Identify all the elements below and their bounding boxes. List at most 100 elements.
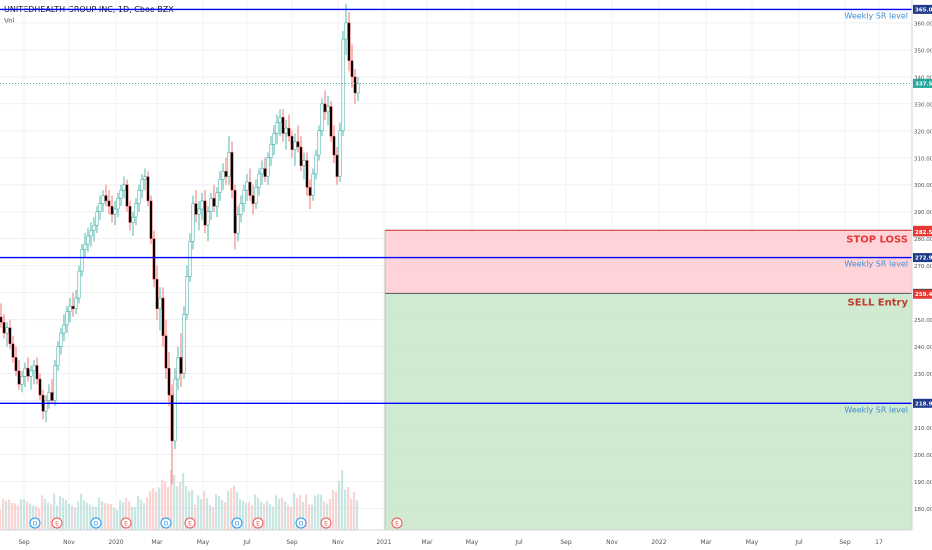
price-tick-label: 360.00 [914, 21, 932, 27]
event-marker-label: D [235, 520, 240, 527]
volume-bar [149, 491, 152, 530]
candle-body [329, 106, 333, 137]
sr-level-label: Weekly SR level [844, 11, 908, 20]
price-tick-label: 320.00 [914, 129, 932, 135]
time-axis[interactable]: Sep Nov 2020 Mar May Jul Sep Nov 2021 Mar May Jul Se… [0, 529, 932, 550]
volume-bar [269, 504, 272, 530]
volume-bar [44, 499, 47, 530]
volume-bar [65, 500, 68, 530]
volume-bar [233, 485, 236, 530]
candle-body [23, 367, 27, 377]
candle-body [257, 173, 261, 188]
candle-body [266, 157, 270, 177]
candle-body [251, 195, 255, 204]
volume-bar [0, 509, 2, 530]
time-tick-label: May [466, 539, 479, 546]
event-marker [231, 517, 243, 529]
candle-body [290, 135, 294, 150]
volume-bar [119, 500, 122, 530]
time-tick-label: Mar [151, 539, 163, 546]
price-badge [913, 253, 932, 263]
volume-bar [314, 495, 317, 530]
volume-bar [200, 499, 203, 530]
candle-body [314, 154, 318, 175]
volume-bar [20, 499, 23, 530]
candle-body [338, 130, 342, 177]
volume-bar [161, 479, 164, 530]
volume-bar [92, 506, 95, 530]
volume-bar [347, 486, 350, 530]
candle-body [26, 367, 30, 377]
volume-bar [125, 497, 128, 530]
candle-body [260, 168, 264, 175]
volume-bar [266, 500, 269, 530]
price-badge [913, 78, 932, 88]
volume-bar [50, 504, 53, 530]
candle-body [326, 106, 330, 113]
candle-body [161, 297, 165, 337]
candle-body [344, 22, 348, 40]
candle-body [104, 195, 108, 202]
candle-body [299, 146, 303, 167]
price-badge-label: 365.00 [915, 7, 932, 13]
price-tick-label: 250.00 [914, 318, 932, 324]
time-tick-label: Mar [700, 539, 712, 546]
volume-bar [353, 492, 356, 530]
volume-bar [128, 501, 131, 530]
volume-bar [140, 499, 143, 530]
price-tick-label: 210.00 [914, 426, 932, 432]
candle-body [110, 206, 114, 215]
volume-bar [206, 498, 209, 530]
candle-body [182, 313, 186, 374]
volume-bar [122, 502, 125, 530]
candle-body [332, 135, 336, 156]
candle-body [143, 176, 147, 180]
volume-bar [260, 501, 263, 530]
volume-bar [194, 504, 197, 530]
candle-body [59, 332, 63, 347]
candle-body [218, 179, 222, 194]
candle-body [347, 22, 351, 61]
volume-bar [101, 501, 104, 530]
volume-bar [305, 494, 308, 530]
price-tick-label: 330.00 [914, 102, 932, 108]
volume-bar [71, 505, 74, 530]
volume-bar [299, 495, 302, 530]
volume-bar [239, 499, 242, 530]
volume-bar [167, 487, 170, 530]
candle-body [173, 378, 177, 442]
price-tick-label: 270.00 [914, 264, 932, 270]
candle-body [353, 76, 357, 94]
event-marker [51, 517, 63, 529]
volume-bar [89, 504, 92, 530]
volume-bar [245, 503, 248, 530]
candle-body [107, 200, 111, 207]
candle-body [38, 378, 42, 396]
volume-bar [98, 497, 101, 530]
candle-body [50, 392, 54, 401]
candle-body [113, 208, 117, 215]
volume-bar [62, 498, 65, 530]
candle-body [263, 168, 267, 177]
volume-bar [104, 503, 107, 530]
candle-body [5, 327, 9, 334]
time-tick-label: Nov [332, 539, 344, 546]
time-tick-label: 17 [875, 539, 883, 546]
time-tick-label: Sep [18, 539, 30, 546]
candle-body [98, 203, 102, 212]
candle-body [227, 152, 231, 177]
volume-bar [326, 503, 329, 530]
candle-body [356, 83, 360, 94]
candle-body [152, 238, 156, 280]
volume-bar [23, 499, 26, 530]
volume-bar [251, 505, 254, 530]
candle-body [179, 357, 183, 374]
volume-bar [272, 506, 275, 530]
volume-bar [338, 480, 341, 530]
candles [0, 4, 360, 485]
price-tick-label: 180.00 [914, 507, 932, 513]
price-tick-label: 350.00 [914, 48, 932, 54]
volume-bar [236, 492, 239, 530]
candle-body [74, 297, 78, 310]
